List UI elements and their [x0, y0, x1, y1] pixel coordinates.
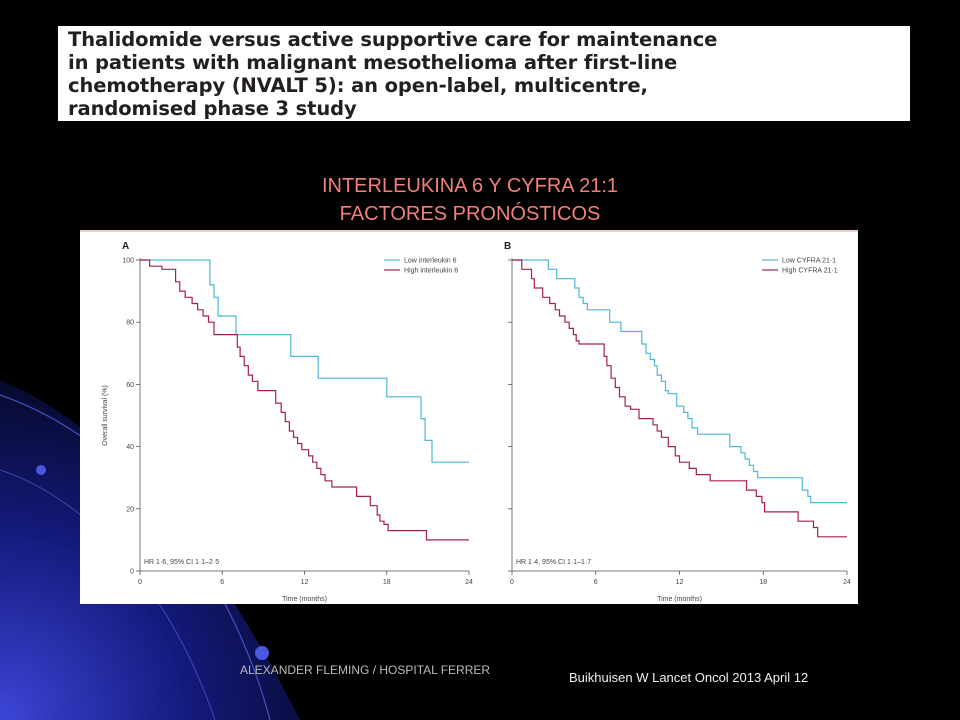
survival-figure: A 0 6 12 18 24 0 20 40 60 80 100 Time (months) Overal… [80, 230, 858, 604]
x-tick-label: 12 [301, 579, 309, 586]
panel-label: A [122, 241, 129, 252]
legend-label: High CYFRA 21·1 [782, 268, 838, 275]
legend-label: Low interleukin 6 [404, 258, 457, 265]
x-tick-label: 12 [676, 579, 684, 586]
x-tick-label: 24 [843, 579, 851, 586]
y-tick-label: 20 [126, 506, 134, 513]
slide-heading: INTERLEUKINA 6 Y CYFRA 21:1 FACTORES PRO… [200, 172, 740, 228]
x-tick-label: 0 [138, 579, 142, 586]
paper-title-line: in patients with malignant mesothelioma … [68, 51, 678, 74]
x-tick-label: 6 [220, 579, 224, 586]
y-axis-title: Overall survival (%) [102, 385, 109, 446]
footer-affiliation: ALEXANDER FLEMING / HOSPITAL FERRER [240, 663, 491, 677]
footer-citation: Buikhuisen W Lancet Oncol 2013 April 12 [569, 670, 809, 685]
background-dot [36, 465, 46, 475]
y-tick-label: 60 [126, 382, 134, 389]
slide-heading-line-1: INTERLEUKINA 6 Y CYFRA 21:1 [321, 175, 619, 197]
paper-title-box: Thalidomide versus active supportive car… [58, 26, 910, 121]
x-tick-label: 18 [759, 579, 767, 586]
hazard-ratio-annotation: HR 1·4, 95% CI 1·1–1·7 [516, 559, 591, 566]
survival-curve-high [512, 259, 847, 538]
x-tick-label: 0 [510, 579, 514, 586]
survival-curve-high [140, 259, 469, 541]
background-dot [255, 646, 269, 660]
survival-curve-low [512, 259, 847, 504]
x-tick-label: 18 [383, 579, 391, 586]
y-tick-label: 100 [122, 258, 134, 265]
paper-title-line: chemotherapy (NVALT 5): an open-label, m… [68, 74, 648, 97]
x-axis-title: Time (months) [657, 596, 702, 603]
legend-label: High interleukin 6 [404, 268, 458, 275]
x-tick-label: 24 [465, 579, 473, 586]
panel-label: B [504, 241, 511, 252]
survival-curve-low [140, 259, 469, 463]
y-tick-label: 40 [126, 444, 134, 451]
y-tick-label: 80 [126, 320, 134, 327]
legend-label: Low CYFRA 21·1 [782, 258, 836, 265]
hazard-ratio-annotation: HR 1·6, 95% CI 1·1–2·5 [144, 559, 219, 566]
x-axis-title: Time (months) [282, 596, 327, 603]
paper-title-line: Thalidomide versus active supportive car… [68, 28, 718, 51]
slide-heading-line-2: FACTORES PRONÓSTICOS [339, 203, 601, 225]
y-tick-label: 0 [130, 569, 134, 576]
paper-title-line: randomised phase 3 study [68, 97, 357, 120]
x-tick-label: 6 [594, 579, 598, 586]
